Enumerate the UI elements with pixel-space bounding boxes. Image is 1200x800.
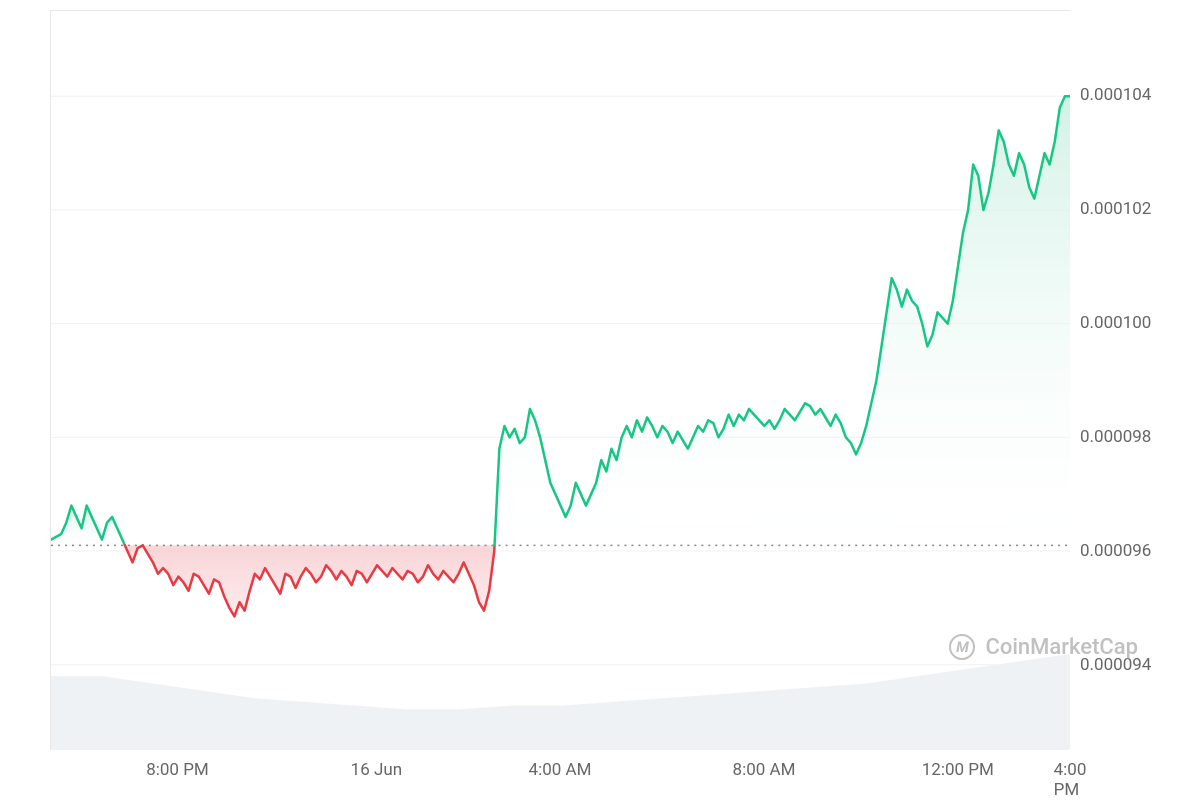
y-tick-label: 0.000098 — [1080, 427, 1151, 447]
y-tick-label: 0.000100 — [1080, 313, 1151, 333]
y-tick-label: 0.000102 — [1080, 199, 1151, 219]
price-chart-svg — [51, 11, 1070, 750]
x-tick-label: 12:00 PM — [922, 760, 994, 780]
x-tick-label: 4:00 PM — [1054, 760, 1087, 800]
y-tick-label: 0.000096 — [1080, 541, 1151, 561]
y-tick-label: 0.000104 — [1080, 85, 1151, 105]
x-axis: 8:00 PM16 Jun4:00 AM8:00 AM12:00 PM4:00 … — [50, 760, 1070, 790]
watermark-icon: M — [949, 634, 975, 660]
x-tick-label: 4:00 AM — [529, 760, 592, 780]
chart-area — [50, 10, 1070, 750]
watermark-text: CoinMarketCap — [985, 635, 1138, 660]
watermark: M CoinMarketCap — [949, 634, 1138, 660]
x-tick-label: 8:00 PM — [146, 760, 209, 780]
x-tick-label: 8:00 AM — [733, 760, 796, 780]
x-tick-label: 16 Jun — [351, 760, 402, 780]
